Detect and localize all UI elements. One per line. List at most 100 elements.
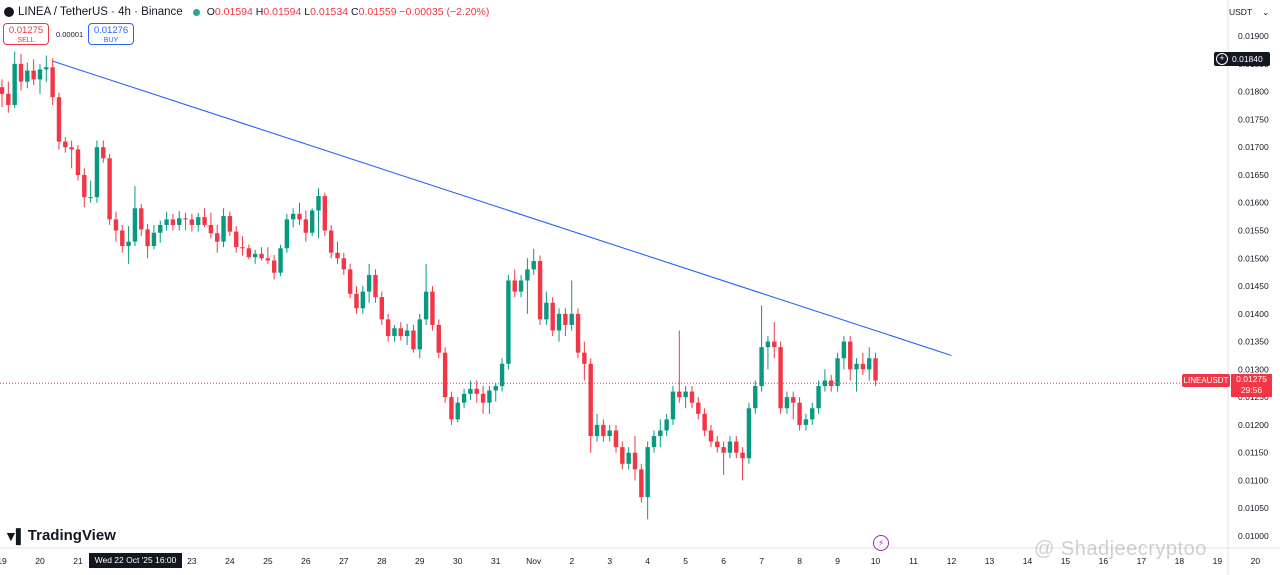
candle-up	[816, 380, 821, 414]
price-tick-label: 0.01750	[1238, 114, 1269, 124]
candle-down	[183, 212, 188, 231]
candle-body	[575, 313, 581, 353]
candle-down	[373, 269, 378, 303]
lightning-icon[interactable]: ⚡	[873, 535, 889, 551]
currency-unit-dropdown[interactable]: USDT ⌄	[1229, 5, 1269, 19]
candle-up	[759, 305, 764, 392]
candle-body	[588, 363, 593, 437]
candle-body	[278, 248, 283, 273]
candle-body	[626, 452, 631, 464]
time-tick-label: 18	[1175, 556, 1185, 566]
low-value: 0.01534	[310, 6, 349, 18]
candle-down	[430, 286, 435, 331]
candle-body	[297, 213, 302, 220]
candle-down	[189, 213, 195, 232]
candle-down	[113, 211, 119, 242]
plus-icon[interactable]: +	[1216, 53, 1228, 65]
candle-body	[778, 347, 783, 409]
sell-button[interactable]: 0.01275 SELL	[3, 23, 49, 45]
candle-down	[328, 224, 334, 259]
change-value: −0.00035 (−2.20%)	[399, 6, 490, 18]
candle-down	[50, 58, 55, 105]
time-tick-label: 16	[1099, 556, 1109, 566]
current-price-label: 0.01275 29:56	[1231, 374, 1272, 397]
candle-body	[436, 324, 441, 353]
candle-body	[721, 447, 726, 453]
candle-down	[139, 203, 144, 237]
candle-body	[259, 253, 264, 259]
candle-down	[702, 408, 707, 437]
candle-down	[677, 330, 682, 403]
candle-body	[474, 388, 479, 394]
time-tick-label: 6	[721, 556, 726, 566]
candle-up	[284, 213, 290, 253]
candle-up	[316, 188, 321, 239]
candle-body	[132, 208, 138, 242]
candle-down	[734, 436, 739, 459]
price-tick-label: 0.01650	[1238, 170, 1269, 180]
time-tick-label: 23	[187, 556, 197, 566]
candle-body	[88, 197, 93, 199]
price-tick-label: 0.01250	[1238, 392, 1269, 402]
candle-up	[404, 323, 410, 345]
candle-up	[664, 413, 669, 437]
symbol-title[interactable]: LINEA / TetherUS · 4h · Binance	[18, 6, 183, 18]
candles-layer	[0, 51, 878, 520]
candle-body	[341, 258, 347, 270]
candle-body	[221, 216, 226, 242]
candle-up	[151, 224, 157, 250]
candle-down	[69, 140, 74, 169]
candle-down	[31, 59, 36, 85]
candle-body	[12, 63, 17, 105]
candle-down	[797, 397, 802, 431]
candle-body	[170, 219, 176, 225]
price-axis[interactable]: 0.01000 0.01050 0.01100 0.01150 0.01200 0.012…	[1238, 31, 1269, 541]
candle-body	[107, 158, 112, 220]
candle-body	[25, 70, 30, 82]
candle-body	[202, 217, 207, 225]
candle-up	[493, 383, 498, 402]
candle-up	[164, 211, 169, 231]
candle-body	[493, 386, 498, 391]
candle-up	[25, 62, 30, 89]
tradingview-logo[interactable]: ▼▌ TradingView	[4, 527, 116, 544]
candle-body	[145, 229, 150, 247]
candle-body	[569, 313, 574, 325]
candle-up	[221, 208, 226, 248]
candle-up	[158, 220, 163, 243]
candle-body	[309, 210, 315, 233]
candle-body	[379, 297, 384, 320]
buy-button[interactable]: 0.01276 BUY	[88, 23, 134, 45]
candle-body	[392, 328, 397, 337]
candle-down	[379, 291, 384, 325]
candle-down	[480, 386, 486, 414]
candle-up	[423, 263, 429, 325]
candle-down	[613, 424, 619, 453]
crosshair-price-label[interactable]: + 0.01840	[1214, 52, 1270, 66]
candle-up	[392, 324, 397, 342]
candle-down	[696, 397, 701, 420]
candle-up	[309, 208, 315, 237]
candle-down	[601, 419, 606, 442]
candle-down	[575, 308, 581, 359]
candle-body	[56, 97, 62, 142]
time-axis[interactable]: 192021232425262728293031Nov2345678910111…	[0, 556, 1280, 566]
candle-body	[487, 390, 492, 403]
candle-body	[670, 391, 676, 420]
candle-body	[253, 253, 258, 258]
time-tick-label: 12	[947, 556, 957, 566]
candle-down	[297, 202, 302, 225]
candle-up	[499, 358, 505, 392]
candle-down	[341, 252, 347, 275]
time-tick-label: 17	[1137, 556, 1147, 566]
candle-body	[531, 261, 536, 270]
bar-countdown: 29:56	[1240, 385, 1263, 395]
candle-down	[708, 424, 714, 448]
candle-body	[715, 441, 720, 448]
candle-up	[658, 419, 663, 448]
candle-body	[518, 280, 524, 292]
candle-body	[215, 233, 220, 242]
candle-body	[328, 230, 334, 253]
time-tick-label: Nov	[526, 556, 542, 566]
